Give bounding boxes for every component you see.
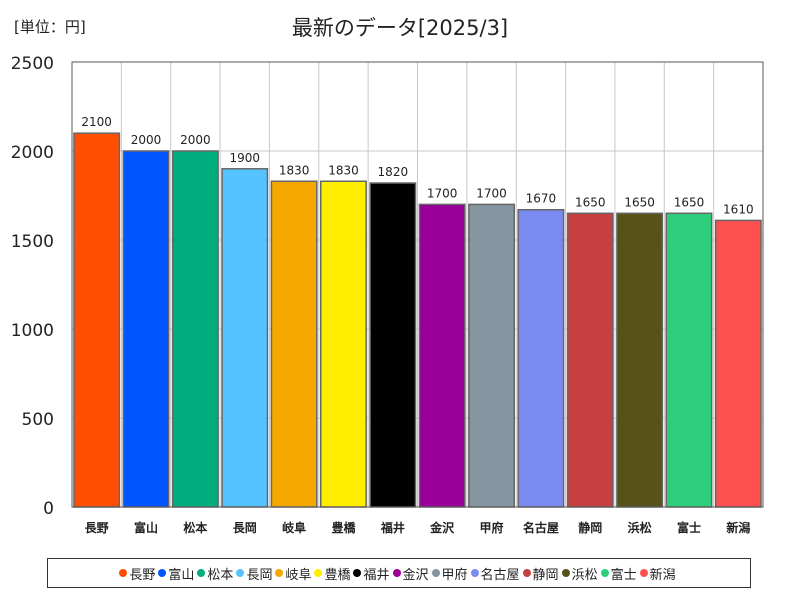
legend-label: 浜松 [571, 567, 598, 583]
bar-福井 [369, 182, 417, 508]
data-label: 1900 [229, 151, 260, 165]
y-tick-label: 2000 [11, 143, 54, 163]
data-labels: 2100 2000 2000 1900 1830 1830 1820 1700 1700 1670… [81, 115, 753, 216]
legend-label: 岐阜 [285, 567, 312, 583]
legend-item: 長岡 [236, 564, 272, 583]
legend-label: 富士 [610, 567, 637, 583]
x-axis-ticks: 長野 富山 松本 長岡 岐阜 豊橋 福井 金沢 甲府 名古屋 静岡 浜松 富士 新潟 [85, 520, 751, 535]
legend-marker [236, 569, 245, 577]
data-label: 1650 [575, 195, 606, 209]
legend-label: 長野 [129, 567, 156, 583]
x-tick-label: 長岡 [233, 520, 257, 535]
bar-長野 [73, 132, 121, 508]
bar-静岡 [566, 212, 614, 508]
legend-label: 長岡 [246, 567, 273, 583]
y-tick-label: 2500 [11, 54, 54, 74]
legend-marker [314, 569, 323, 577]
legend-marker [353, 569, 362, 577]
legend-label: 静岡 [532, 567, 559, 583]
bar-松本 [171, 150, 219, 508]
legend-item: 福井 [353, 564, 390, 583]
legend-label: 新潟 [649, 567, 676, 583]
legend-item: 新潟 [639, 564, 676, 583]
legend-marker [522, 569, 531, 577]
legend-label: 富山 [168, 567, 195, 583]
legend-item: 名古屋 [470, 564, 520, 583]
chart-title: 最新のデータ[2025/3] [291, 16, 509, 40]
legend-marker [275, 569, 284, 577]
x-tick-label: 福井 [380, 520, 405, 535]
bar-富士 [665, 212, 713, 508]
y-tick-label: 1500 [11, 232, 54, 252]
x-tick-label: 松本 [183, 520, 207, 535]
legend-label: 豊橋 [324, 567, 351, 583]
data-label: 2000 [131, 133, 162, 147]
bar-甲府 [468, 203, 515, 508]
data-label: 1650 [674, 195, 705, 209]
bar-岐阜 [270, 180, 318, 508]
legend-marker [197, 569, 206, 577]
data-label: 1650 [624, 195, 655, 209]
legend-label: 福井 [363, 567, 390, 583]
data-label: 2100 [81, 115, 112, 129]
x-tick-label: 長野 [85, 520, 109, 535]
data-label: 1830 [328, 163, 359, 177]
y-tick-label: 500 [22, 410, 54, 430]
data-label: 1610 [723, 202, 754, 216]
legend-item: 松本 [197, 564, 233, 583]
legend-item: 長野 [119, 564, 155, 583]
legend-label: 名古屋 [480, 567, 520, 583]
legend-item: 浜松 [561, 564, 598, 583]
legend-item: 金沢 [392, 564, 429, 583]
legend-marker [431, 569, 440, 577]
legend-item: 岐阜 [275, 564, 311, 583]
x-tick-label: 新潟 [726, 520, 750, 535]
legend-marker [600, 569, 609, 577]
legend-marker [561, 569, 570, 577]
x-tick-label: 金沢 [429, 520, 455, 535]
unit-label: [単位：円] [14, 18, 86, 36]
x-tick-label: 富士 [677, 520, 701, 535]
data-label: 1820 [378, 165, 409, 179]
data-label: 1670 [526, 192, 557, 206]
plot-frame [71, 61, 764, 508]
bar-長岡 [221, 168, 269, 508]
bar-金沢 [418, 203, 466, 508]
legend-label: 松本 [207, 567, 234, 583]
legend-marker [158, 569, 167, 577]
bar-新潟 [714, 219, 762, 508]
x-tick-label: 静岡 [578, 520, 602, 535]
legend-label: 甲府 [441, 567, 468, 583]
bar-富山 [122, 150, 170, 508]
bar-名古屋 [517, 208, 565, 508]
legend-item: 豊橋 [314, 564, 350, 583]
bar-浜松 [616, 212, 664, 508]
x-tick-label: 豊橋 [331, 520, 356, 535]
legend-item: 富山 [158, 564, 194, 583]
legend-marker [470, 569, 479, 577]
data-label: 1700 [476, 186, 507, 200]
data-label: 2000 [180, 133, 211, 147]
y-tick-label: 1000 [11, 321, 54, 341]
legend-item: 富士 [600, 564, 637, 583]
legend-marker [119, 569, 128, 577]
legend-item: 甲府 [431, 564, 468, 583]
bars [73, 132, 762, 508]
x-tick-label: 名古屋 [523, 520, 559, 535]
legend-label: 金沢 [402, 567, 429, 583]
x-tick-label: 富山 [134, 520, 158, 535]
bar-chart: 2100 2000 2000 1900 1830 1830 1820 1700 1700 1670… [11, 54, 764, 535]
x-tick-label: 岐阜 [282, 520, 306, 535]
x-tick-label: 浜松 [628, 520, 652, 535]
bar-豊橋 [320, 180, 367, 508]
y-tick-label: 0 [43, 499, 54, 519]
legend-marker [392, 569, 401, 577]
legend: 長野 富山 松本 長岡 岐阜 豊橋 福井 金沢 甲府 名古屋 静岡 浜松 富士 新潟 [47, 558, 751, 588]
data-label: 1830 [279, 163, 310, 177]
x-tick-label: 甲府 [480, 520, 504, 535]
legend-item: 静岡 [522, 564, 559, 583]
data-label: 1700 [427, 186, 458, 200]
y-axis-ticks: 0 500 1000 1500 2000 2500 [11, 54, 54, 519]
legend-marker [639, 569, 648, 577]
